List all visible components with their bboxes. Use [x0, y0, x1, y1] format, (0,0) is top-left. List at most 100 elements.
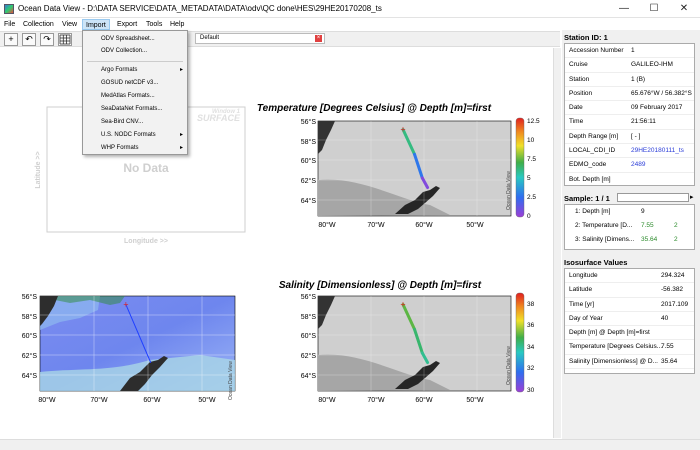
sample-scroll-icon[interactable]: ▸: [690, 194, 694, 201]
map-xtick: 70°W: [90, 396, 108, 404]
isosurface-value: 294.324: [661, 272, 685, 279]
sample-row[interactable]: 1: Depth [m] 9: [565, 205, 694, 219]
current-station-marker[interactable]: +: [400, 300, 405, 310]
station-key: Bot. Depth [m]: [569, 175, 611, 183]
station-key: EDMO_code: [569, 161, 607, 169]
temperature-cbar-tick: 2.5: [527, 194, 536, 201]
isosurface-value: 35.64: [661, 357, 678, 365]
maximize-button[interactable]: ☐: [649, 3, 659, 14]
isosurface-row: Salinity [Dimensionless] @ D... 35.64: [565, 355, 694, 370]
sample-value: 35.64: [641, 236, 658, 243]
close-button[interactable]: ✕: [679, 3, 689, 14]
station-map[interactable]: + 56°S 58°S 60°S 62°S 64°S 80°W 70°W 60°…: [22, 293, 236, 404]
isosurface-value: 7.55: [661, 343, 674, 351]
south-america-land: [40, 296, 58, 326]
window-watermark: Window 1: [212, 109, 241, 115]
menu-tools[interactable]: Tools: [146, 21, 163, 28]
temperature-ytick: 60°S: [301, 157, 317, 165]
salinity-cbar-tick: 32: [527, 365, 535, 372]
track-segment: [413, 327, 424, 355]
station-value: 09 February 2017: [631, 104, 683, 112]
menu-item-odv-spreadsheet[interactable]: ODV Spreadsheet...: [101, 36, 155, 42]
station-key: Position: [569, 89, 593, 97]
sample-row[interactable]: 2: Temperature [D... 7.55 2: [565, 219, 694, 233]
station-row: Cruise GALILEO-IHM: [565, 58, 694, 73]
salinity-xtick: 60°W: [415, 396, 433, 404]
isosurface-key: Temperature [Degrees Celsius...: [569, 343, 663, 351]
salinity-plot[interactable]: Salinity [Dimensionless] @ Depth [m]=fir…: [279, 280, 535, 404]
sample-row[interactable]: 3: Salinity [Dimens... 35.64 2: [565, 233, 694, 247]
temperature-ytick: 64°S: [301, 197, 317, 205]
temperature-ytick: 56°S: [301, 118, 317, 126]
close-tab-icon[interactable]: ×: [315, 35, 322, 42]
window-title: Ocean Data View - D:\DATA SERVICE\DATA_M…: [18, 4, 382, 13]
isosurface-row: Depth [m] @ Depth [m]=first: [565, 326, 694, 341]
isosurface-key: Depth [m] @ Depth [m]=first: [569, 329, 650, 337]
menu-item-odv-collection[interactable]: ODV Collection...: [101, 48, 148, 54]
temperature-track: +: [400, 125, 430, 189]
menu-item-argo-formats[interactable]: Argo Formats ▸: [101, 65, 189, 75]
map-xtick: 80°W: [38, 396, 56, 404]
temperature-plot[interactable]: Temperature [Degrees Celsius] @ Depth [m…: [257, 103, 540, 229]
salinity-ytick: 60°S: [301, 332, 317, 340]
plus-icon[interactable]: +: [4, 33, 18, 46]
temperature-cbar-tick: 10: [527, 137, 535, 144]
redo-icon[interactable]: ↷: [40, 33, 54, 46]
salinity-cbar-tick: 36: [527, 322, 535, 329]
menu-view[interactable]: View: [62, 21, 78, 28]
temperature-ytick: 58°S: [301, 138, 317, 146]
salinity-xtick: 80°W: [318, 396, 336, 404]
map-ytick: 62°S: [22, 352, 38, 360]
minimize-button[interactable]: —: [619, 3, 629, 14]
menu-collection[interactable]: Collection: [23, 21, 54, 28]
import-dropdown: ODV Spreadsheet... ODV Collection... Arg…: [82, 30, 188, 155]
menu-export[interactable]: Export: [117, 21, 138, 28]
surface-watermark: SURFACE: [197, 113, 241, 123]
undo-icon[interactable]: ↶: [22, 33, 36, 46]
map-xtick: 60°W: [143, 396, 161, 404]
temperature-plot-title: Temperature [Degrees Celsius] @ Depth [m…: [257, 103, 492, 114]
sample-search-input[interactable]: [617, 193, 689, 202]
station-value: 1: [631, 47, 635, 54]
station-row: Date 09 February 2017: [565, 101, 694, 116]
map-ytick: 58°S: [22, 313, 38, 321]
temperature-cbar-tick: 0: [527, 213, 531, 220]
temperature-xtick: 70°W: [367, 221, 385, 229]
station-key: Time: [569, 118, 584, 126]
south-america-land: [318, 296, 335, 329]
no-data-label: No Data: [123, 161, 169, 175]
salinity-xtick: 70°W: [367, 396, 385, 404]
station-table: Accession Number 1 Cruise GALILEO-IHM Stat…: [564, 43, 695, 186]
canvas-scrollbar[interactable]: [553, 48, 561, 438]
sample-table: 1: Depth [m] 9 2: Temperature [D... 7.55 2 …: [564, 204, 695, 250]
menu-item-seadatanet[interactable]: SeaDataNet Formats...: [101, 106, 163, 112]
submenu-arrow-icon: ▸: [179, 145, 183, 151]
sample-flag: 2: [674, 222, 678, 229]
cdi-id-link[interactable]: 29HE20180111_ts: [631, 147, 684, 155]
document-tab[interactable]: Default ×: [195, 33, 325, 44]
menu-item-us-nodc[interactable]: U.S. NODC Formats ▸: [101, 130, 189, 140]
current-station-marker[interactable]: +: [400, 125, 405, 135]
current-station-marker[interactable]: +: [123, 300, 128, 310]
menu-item-whp[interactable]: WHP Formats ▸: [101, 143, 189, 153]
salinity-plot-title: Salinity [Dimensionless] @ Depth [m]=fir…: [279, 280, 482, 291]
salinity-colorbar: [515, 292, 525, 393]
map-ytick: 60°S: [22, 332, 38, 340]
salinity-ytick: 64°S: [301, 372, 317, 380]
menu-import[interactable]: Import: [82, 19, 110, 30]
status-bar: [0, 439, 700, 450]
edmo-code-link[interactable]: 2489: [631, 161, 646, 169]
station-key: Cruise: [569, 61, 588, 69]
grid-icon[interactable]: [58, 33, 72, 46]
station-key: Depth Range [m]: [569, 132, 619, 140]
station-key: Station: [569, 75, 590, 83]
shelf-shading: [40, 355, 235, 391]
isosurface-key: Time [yr]: [569, 300, 595, 308]
station-value: 1 (B): [631, 75, 646, 83]
track-segment: [401, 128, 416, 156]
menu-item-gosud[interactable]: GOSUD netCDF v3...: [101, 80, 159, 86]
menu-item-medatlas[interactable]: MedAtlas Formats...: [101, 93, 155, 99]
menu-file[interactable]: File: [4, 21, 16, 28]
menu-help[interactable]: Help: [170, 21, 185, 28]
menu-item-seabird[interactable]: Sea-Bird CNV...: [101, 119, 144, 125]
